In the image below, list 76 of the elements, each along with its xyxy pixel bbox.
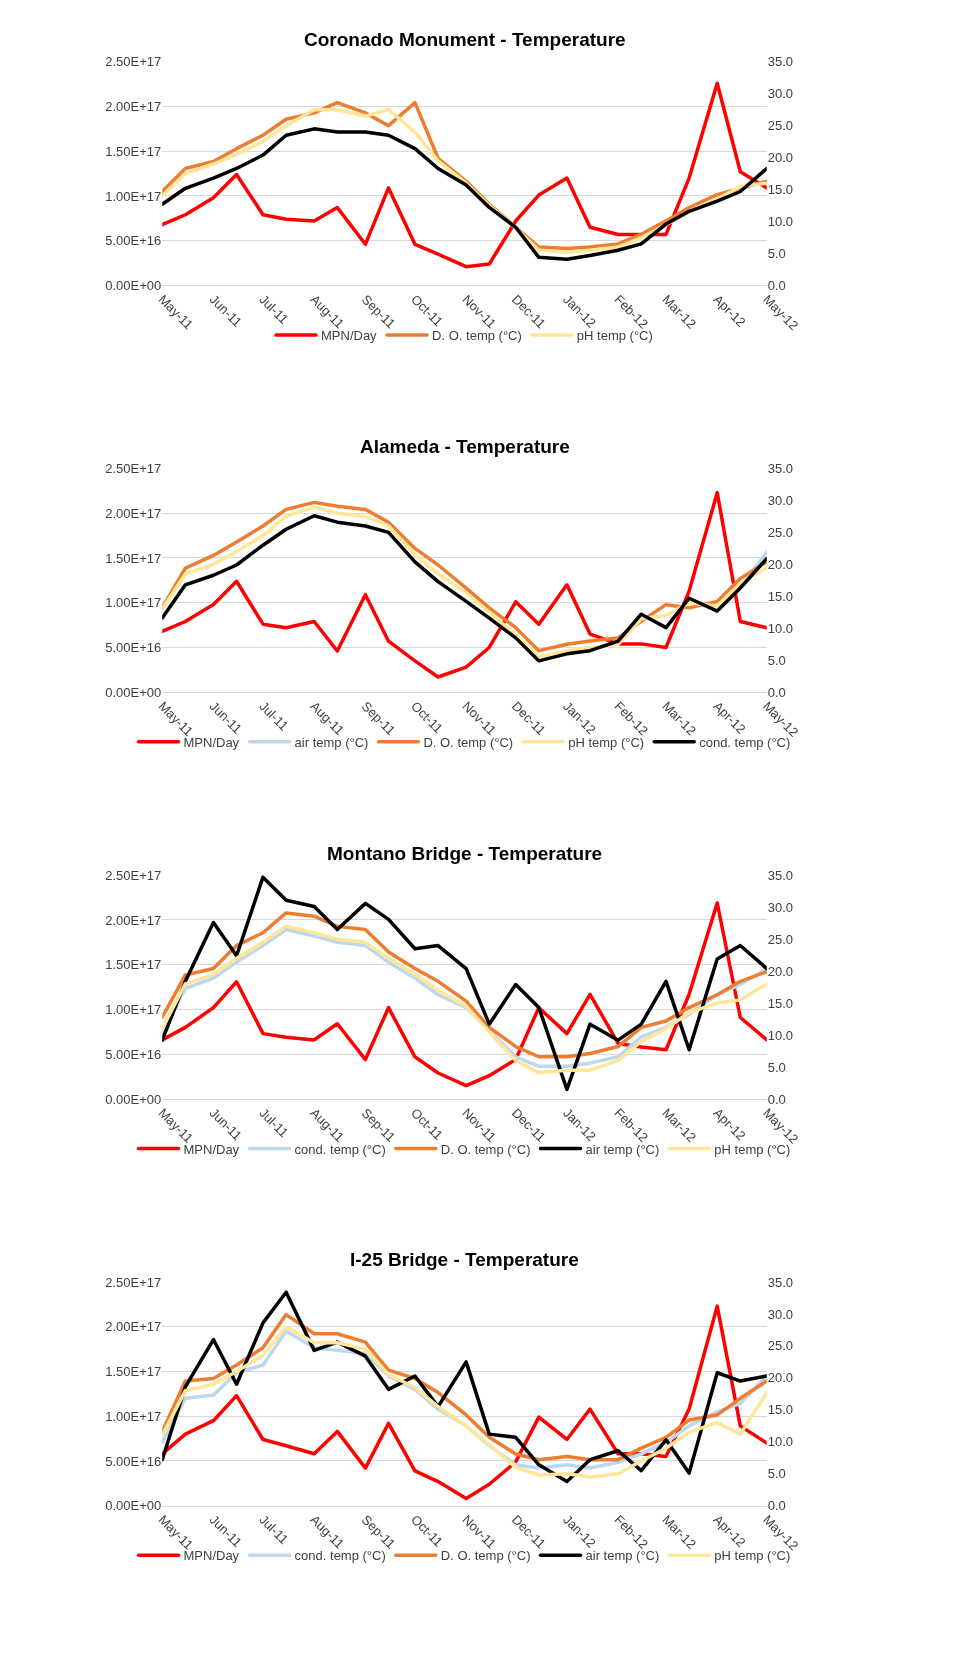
y2-tick-label: 0.0 bbox=[767, 1498, 786, 1514]
y-tick-label: 1.00E+17 bbox=[105, 1002, 162, 1018]
y-tick-label: 1.50E+17 bbox=[105, 957, 162, 973]
y-tick-label: 5.00E+16 bbox=[105, 640, 162, 656]
y-tick-label: 1.50E+17 bbox=[105, 143, 162, 159]
y2-tick-label: 20.0 bbox=[767, 150, 794, 166]
chart-title: Coronado Monument - Temperature bbox=[304, 29, 626, 50]
y-tick-label: 1.50E+17 bbox=[105, 1364, 162, 1380]
y-tick-label: 0.00E+00 bbox=[105, 278, 162, 293]
legend-label: MPN/Day bbox=[321, 328, 378, 344]
y-tick-label: 5.00E+16 bbox=[105, 1046, 162, 1062]
y2-tick-label: 20.0 bbox=[767, 1370, 794, 1386]
legend-label: D. O. temp (°C) bbox=[432, 328, 522, 344]
y-tick-label: 2.00E+17 bbox=[105, 505, 162, 521]
y2-tick-label: 25.0 bbox=[767, 524, 794, 540]
y2-tick-label: 35.0 bbox=[767, 54, 794, 70]
y2-tick-label: 0.0 bbox=[767, 684, 786, 700]
y2-tick-label: 15.0 bbox=[767, 588, 794, 604]
y-tick-label: 0.00E+00 bbox=[105, 1498, 162, 1514]
y-tick-label: 2.50E+17 bbox=[105, 54, 162, 70]
line-series bbox=[162, 911, 767, 1059]
y2-tick-label: 0.0 bbox=[767, 278, 786, 293]
y2-tick-label: 30.0 bbox=[767, 86, 794, 102]
y2-tick-label: 15.0 bbox=[767, 1402, 794, 1418]
y2-tick-label: 0.0 bbox=[767, 1091, 786, 1107]
chart-title: Alameda - Temperature bbox=[360, 436, 570, 457]
legend-label: air temp (°C) bbox=[585, 1548, 660, 1564]
y2-tick-label: 10.0 bbox=[767, 1434, 794, 1450]
y2-tick-label: 20.0 bbox=[767, 556, 794, 572]
y2-tick-label: 35.0 bbox=[767, 1274, 794, 1290]
y-tick-label: 1.50E+17 bbox=[105, 550, 162, 566]
y2-tick-label: 35.0 bbox=[767, 461, 794, 477]
legend-label: cond. temp (°C) bbox=[294, 1548, 386, 1564]
y2-tick-label: 35.0 bbox=[767, 867, 794, 883]
y2-tick-label: 10.0 bbox=[767, 1027, 794, 1043]
y-tick-label: 2.50E+17 bbox=[105, 867, 162, 883]
y-tick-label: 1.00E+17 bbox=[105, 188, 162, 204]
chart-title: I-25 Bridge - Temperature bbox=[350, 1249, 579, 1270]
y2-tick-label: 5.0 bbox=[767, 1466, 786, 1482]
legend-label: air temp (°C) bbox=[585, 1141, 660, 1157]
y-tick-label: 2.50E+17 bbox=[105, 461, 162, 477]
y2-tick-label: 20.0 bbox=[767, 963, 794, 979]
y2-tick-label: 10.0 bbox=[767, 214, 794, 230]
line-series bbox=[162, 1312, 767, 1462]
y-tick-label: 2.00E+17 bbox=[105, 1319, 162, 1335]
y-tick-label: 0.00E+00 bbox=[105, 684, 162, 700]
y2-tick-label: 15.0 bbox=[767, 995, 794, 1011]
legend-label: pH temp (°C) bbox=[576, 328, 653, 344]
y2-tick-label: 25.0 bbox=[767, 931, 794, 947]
y2-tick-label: 30.0 bbox=[767, 899, 794, 915]
legend-label: cond. temp (°C) bbox=[294, 1141, 386, 1157]
y2-tick-label: 5.0 bbox=[767, 246, 786, 262]
legend-label: pH temp (°C) bbox=[714, 1548, 791, 1564]
y2-tick-label: 5.0 bbox=[767, 1059, 786, 1075]
y2-tick-label: 25.0 bbox=[767, 118, 794, 134]
legend-label: air temp (°C) bbox=[294, 734, 369, 750]
y-tick-label: 2.50E+17 bbox=[105, 1274, 162, 1290]
y-tick-label: 5.00E+16 bbox=[105, 1453, 162, 1469]
y2-tick-label: 15.0 bbox=[767, 182, 794, 198]
legend-label: D. O. temp (°C) bbox=[423, 734, 514, 750]
y-tick-label: 2.00E+17 bbox=[105, 912, 162, 928]
y2-tick-label: 30.0 bbox=[767, 493, 794, 508]
y2-tick-label: 30.0 bbox=[767, 1306, 794, 1322]
y-tick-label: 1.00E+17 bbox=[105, 1408, 162, 1424]
y2-tick-label: 25.0 bbox=[767, 1338, 794, 1354]
legend-label: pH temp (°C) bbox=[714, 1141, 791, 1157]
y2-tick-label: 5.0 bbox=[767, 652, 786, 668]
legend-label: D. O. temp (°C) bbox=[440, 1141, 531, 1157]
y-tick-label: 1.00E+17 bbox=[105, 595, 162, 611]
legend-label: D. O. temp (°C) bbox=[440, 1548, 531, 1564]
y-tick-label: 0.00E+00 bbox=[105, 1091, 162, 1107]
chart-title: Montano Bridge - Temperature bbox=[327, 843, 603, 864]
y-tick-label: 5.00E+16 bbox=[105, 233, 162, 249]
y-tick-label: 2.00E+17 bbox=[105, 99, 162, 115]
y2-tick-label: 10.0 bbox=[767, 620, 794, 636]
line-series bbox=[162, 127, 767, 261]
